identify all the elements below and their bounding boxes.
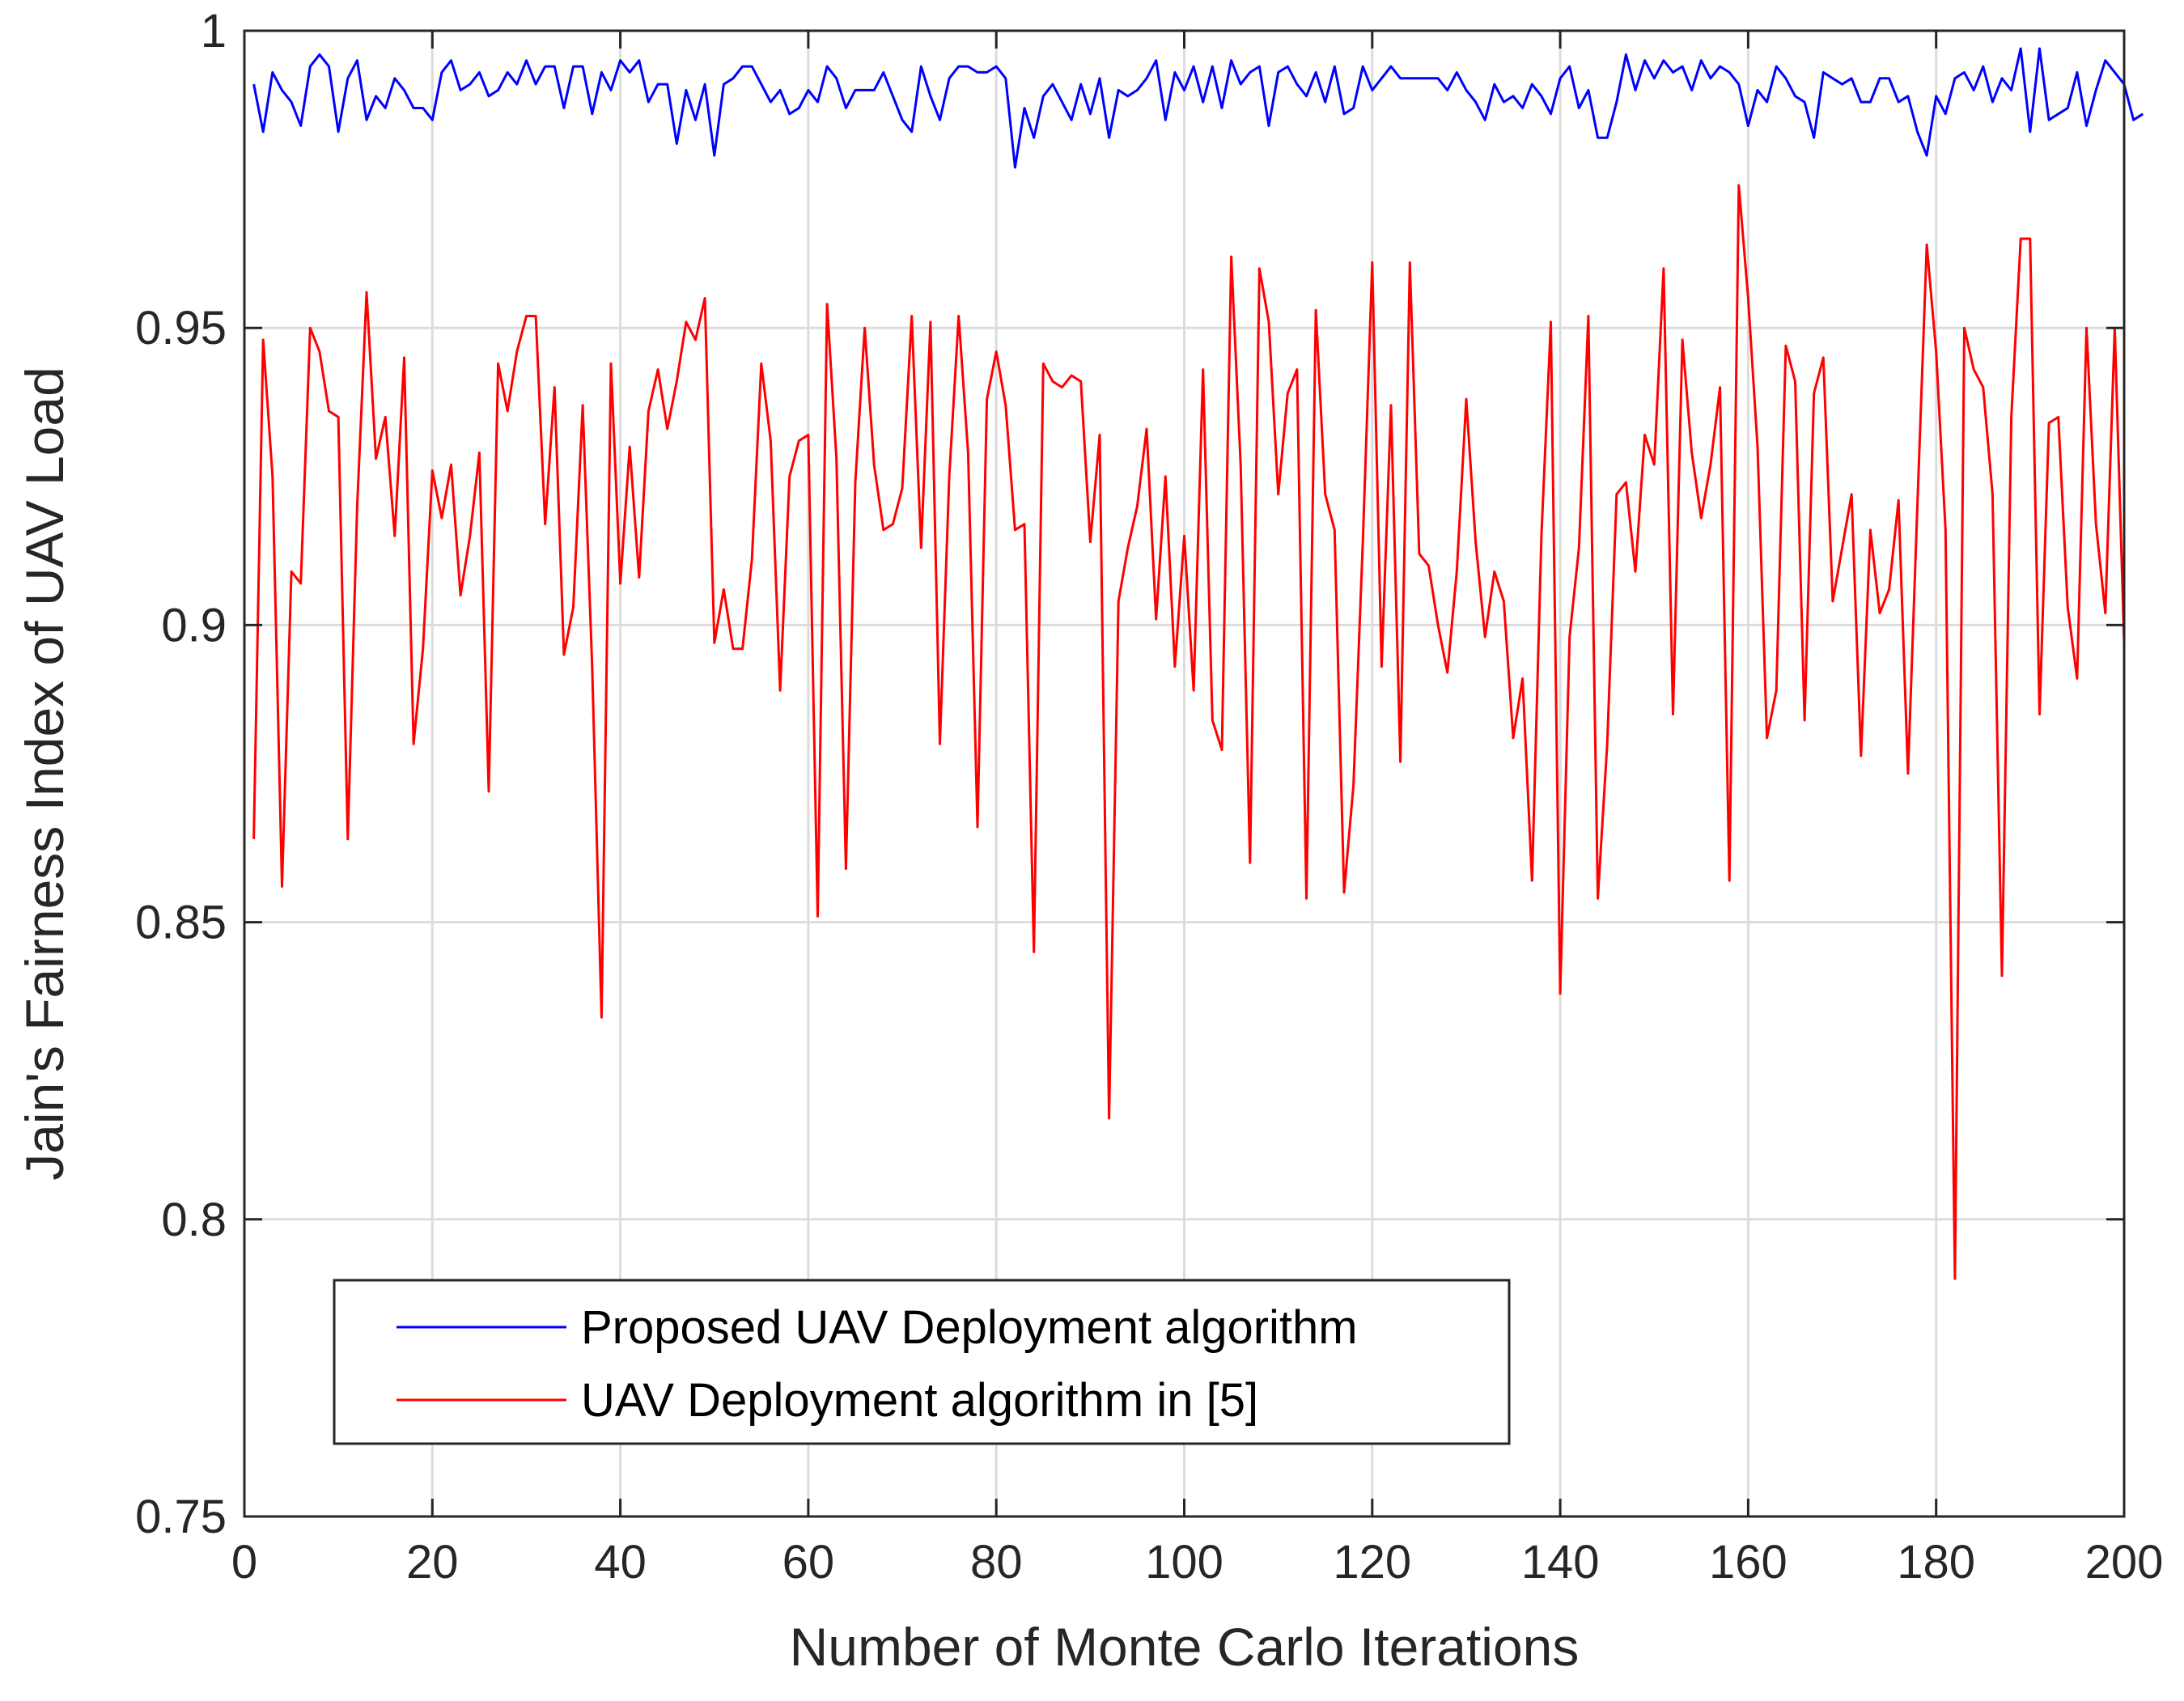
x-axis-ticks: 0 20 40 60 80 100 120 140 160 180 200 [231,31,2164,1589]
x-tick-label: 60 [782,1536,835,1589]
legend-label-proposed: Proposed UAV Deployment algorithm [581,1301,1358,1354]
y-tick-label: 0.8 [161,1194,227,1246]
x-tick-label: 20 [406,1536,459,1589]
x-tick-label: 0 [231,1536,257,1589]
legend-label-ref5: UAV Deployment algorithm in [5] [581,1374,1258,1427]
series-group [252,47,2144,1280]
y-axis-ticks: 0.75 0.8 0.85 0.9 0.95 1 [135,5,2124,1543]
y-axis-title: Jain's Fairness Index of UAV Load [15,367,74,1181]
x-tick-label: 40 [594,1536,647,1589]
y-tick-label: 0.95 [135,302,227,354]
x-tick-label: 140 [1521,1536,1600,1589]
x-tick-label: 120 [1333,1536,1411,1589]
y-tick-label: 0.75 [135,1491,227,1543]
x-axis-title: Number of Monte Carlo Iterations [790,1617,1580,1677]
x-tick-label: 80 [970,1536,1023,1589]
x-tick-label: 200 [2085,1536,2164,1589]
x-tick-label: 160 [1709,1536,1787,1589]
y-tick-label: 0.9 [161,599,227,651]
series-line-ref5 [252,184,2126,1280]
legend-box [333,1279,1511,1445]
x-tick-label: 180 [1897,1536,1975,1589]
x-tick-label: 100 [1145,1536,1223,1589]
y-tick-label: 1 [201,5,227,57]
legend: Proposed UAV Deployment algorithm UAV De… [333,1279,1511,1445]
series-line-proposed [252,47,2144,169]
y-tick-label: 0.85 [135,897,227,949]
